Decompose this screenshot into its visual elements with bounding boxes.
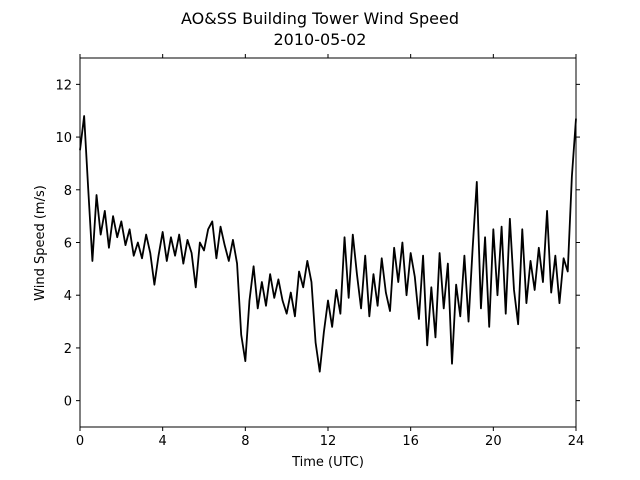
- x-tick-label: 12: [320, 434, 337, 449]
- y-tick-label: 2: [64, 342, 72, 357]
- y-tick-label: 12: [55, 78, 72, 93]
- data-line: [79, 115, 577, 373]
- y-tick-label: 6: [64, 237, 72, 252]
- y-tick-label: 10: [55, 131, 72, 146]
- y-tick-label: 4: [64, 289, 72, 304]
- y-tick-label: 8: [64, 184, 72, 199]
- x-tick-label: 4: [159, 434, 167, 449]
- x-tick-label: 24: [568, 434, 585, 449]
- x-tick-label: 8: [241, 434, 249, 449]
- y-axis-label: Wind Speed (m/s): [33, 185, 48, 301]
- y-tick-label: 0: [64, 395, 72, 410]
- x-tick-label: 20: [485, 434, 502, 449]
- chart-title: AO&SS Building Tower Wind Speed: [181, 9, 459, 28]
- x-axis-label: Time (UTC): [291, 455, 364, 470]
- x-tick-label: 0: [76, 434, 84, 449]
- chart-subtitle: 2010-05-02: [274, 30, 367, 49]
- x-tick-label: 16: [402, 434, 419, 449]
